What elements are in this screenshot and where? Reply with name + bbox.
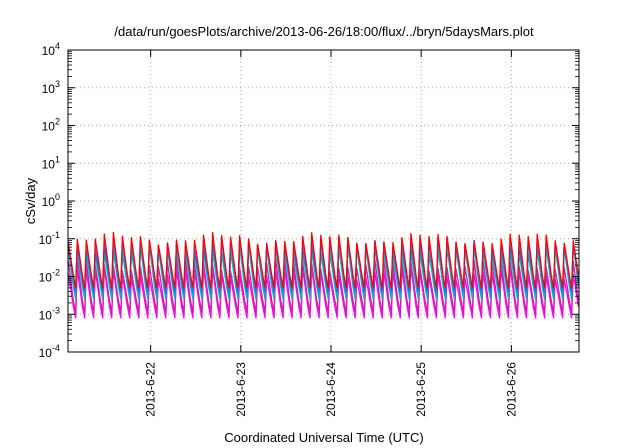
series-line (67, 243, 580, 300)
x-axis-label: Coordinated Universal Time (UTC) (224, 430, 423, 445)
x-tick-label: 2013-6-23 (234, 362, 248, 417)
chart-title: /data/run/goesPlots/archive/2013-06-26/1… (114, 24, 534, 39)
y-tick-label: 10-1 (39, 230, 60, 247)
y-tick-label: 10-3 (39, 305, 60, 322)
x-tick-label: 2013-6-26 (504, 362, 518, 417)
x-tick-label: 2013-6-25 (414, 362, 428, 417)
series-layer (67, 231, 580, 319)
x-tick-label: 2013-6-24 (324, 362, 338, 417)
grid (68, 50, 579, 352)
y-tick-label: 10-4 (39, 343, 60, 360)
y-axis-label: cSv/day (23, 177, 38, 224)
series-line (67, 231, 580, 289)
series-line (67, 257, 580, 314)
y-tick-label: 10-2 (39, 268, 60, 285)
y-tick-label: 102 (42, 117, 60, 134)
x-axis: 2013-6-22 2013-6-23 2013-6-24 2013-6-25 2013… (144, 50, 518, 417)
x-tick-label: 2013-6-22 (144, 362, 158, 417)
y-tick-label: 103 (42, 79, 60, 96)
y-tick-label: 104 (42, 41, 60, 58)
y-tick-label: 101 (42, 154, 60, 171)
series-line (67, 266, 580, 319)
y-tick-label: 100 (42, 192, 60, 209)
